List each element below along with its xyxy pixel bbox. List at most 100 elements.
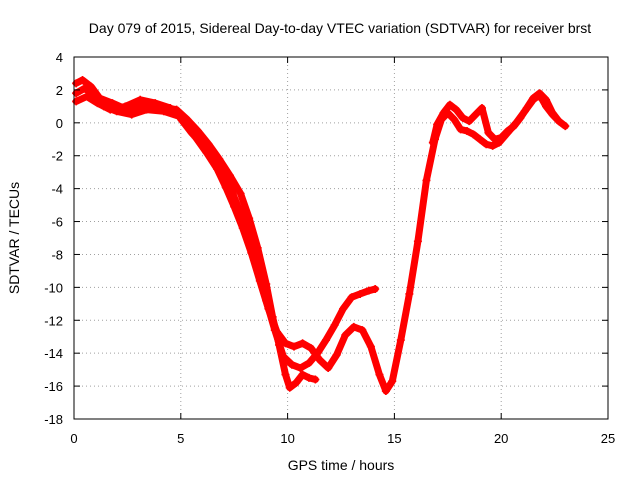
data-point-marker <box>178 115 187 124</box>
data-point-marker <box>535 89 544 98</box>
data-point-marker <box>213 164 222 173</box>
data-point-marker <box>477 104 486 113</box>
data-point-marker <box>341 331 350 340</box>
data-point-marker <box>304 359 313 368</box>
data-point-marker <box>349 322 358 331</box>
y-tick-label: -12 <box>44 313 63 328</box>
data-point-marker <box>422 176 431 185</box>
data-point-marker <box>490 135 499 144</box>
data-point-marker <box>315 355 324 364</box>
data-point-marker <box>236 189 245 198</box>
data-point-marker <box>366 342 375 351</box>
data-point-marker <box>433 120 442 129</box>
data-point-marker <box>452 105 461 114</box>
data-point-marker <box>121 102 130 111</box>
data-point-marker <box>221 182 230 191</box>
data-point-marker <box>230 202 239 211</box>
data-point-marker <box>542 95 551 104</box>
chart-title: Day 079 of 2015, Sidereal Day-to-day VTE… <box>89 20 591 36</box>
data-point-marker <box>202 148 211 157</box>
grid <box>74 57 608 419</box>
data-point-marker <box>93 99 102 108</box>
data-point-marker <box>439 108 448 117</box>
data-point-marker <box>292 378 301 387</box>
data-point-marker <box>332 350 341 359</box>
data-point-marker <box>516 113 525 122</box>
data-point-marker <box>82 92 91 101</box>
data-point-marker <box>255 276 264 285</box>
y-tick-label: -4 <box>51 182 63 197</box>
plot-frame <box>73 56 609 420</box>
data-point-marker <box>510 122 519 131</box>
data-point-marker <box>548 108 557 117</box>
data-point-marker <box>304 373 313 382</box>
data-point-marker <box>405 289 414 298</box>
data-point-marker <box>358 326 367 335</box>
data-point-marker <box>72 97 81 106</box>
data-point-marker <box>503 127 512 136</box>
data-point-marker <box>347 293 356 302</box>
data-point-marker <box>375 370 384 379</box>
data-point-marker <box>191 133 200 142</box>
series-track-1 <box>72 76 320 392</box>
data-point-marker <box>469 130 478 139</box>
data-point-marker <box>281 370 290 379</box>
data-point-marker <box>298 339 307 348</box>
data-point-marker <box>72 79 81 88</box>
data-point-marker <box>298 370 307 379</box>
data-point-marker <box>151 99 160 108</box>
data-point-marker <box>127 110 136 119</box>
x-tick-label: 15 <box>387 431 401 446</box>
x-tick-label: 0 <box>70 431 77 446</box>
data-point-marker <box>482 140 491 149</box>
data-point-marker <box>324 363 333 372</box>
data-point-marker <box>290 342 299 351</box>
data-point-marker <box>488 141 497 150</box>
data-point-marker <box>413 237 422 246</box>
data-point-marker <box>72 89 81 98</box>
y-tick-label: -6 <box>51 215 63 230</box>
x-tick-label: 25 <box>601 431 615 446</box>
data-point-marker <box>484 128 493 137</box>
y-tick-label: -18 <box>44 412 63 427</box>
data-point-marker <box>529 94 538 103</box>
data-point-marker <box>272 327 281 336</box>
x-axis-label: GPS time / hours <box>288 457 395 473</box>
data-point-marker <box>136 95 145 104</box>
x-tick-label: 10 <box>280 431 294 446</box>
y-tick-label: 0 <box>56 116 63 131</box>
data-point-marker <box>522 104 531 113</box>
data-point-marker <box>307 344 316 353</box>
data-point-marker <box>456 125 465 134</box>
data-point-marker <box>497 133 506 142</box>
y-axis-label: SDTVAR / TECUs <box>6 182 22 294</box>
data-point-marker <box>80 84 89 93</box>
data-point-marker <box>285 383 294 392</box>
x-tick-label: 5 <box>177 431 184 446</box>
series-track-4 <box>428 89 563 147</box>
y-tick-label: -16 <box>44 379 63 394</box>
data-series <box>72 76 570 396</box>
data-point-marker <box>281 339 290 348</box>
data-point-marker <box>396 336 405 345</box>
data-point-marker <box>458 113 467 122</box>
data-point-marker <box>465 117 474 126</box>
data-point-marker <box>247 248 256 257</box>
y-tick-label: -10 <box>44 280 63 295</box>
data-point-marker <box>471 110 480 119</box>
data-point-marker <box>106 105 115 114</box>
data-point-marker <box>287 360 296 369</box>
y-tick-label: -2 <box>51 149 63 164</box>
x-tick-label: 20 <box>494 431 508 446</box>
data-point-marker <box>245 214 254 223</box>
data-point-marker <box>554 117 563 126</box>
data-point-marker <box>428 138 437 147</box>
y-tick-label: -8 <box>51 247 63 262</box>
data-point-marker <box>322 336 331 345</box>
data-point-marker <box>371 285 380 294</box>
data-point-marker <box>311 375 320 384</box>
data-point-marker <box>296 363 305 372</box>
